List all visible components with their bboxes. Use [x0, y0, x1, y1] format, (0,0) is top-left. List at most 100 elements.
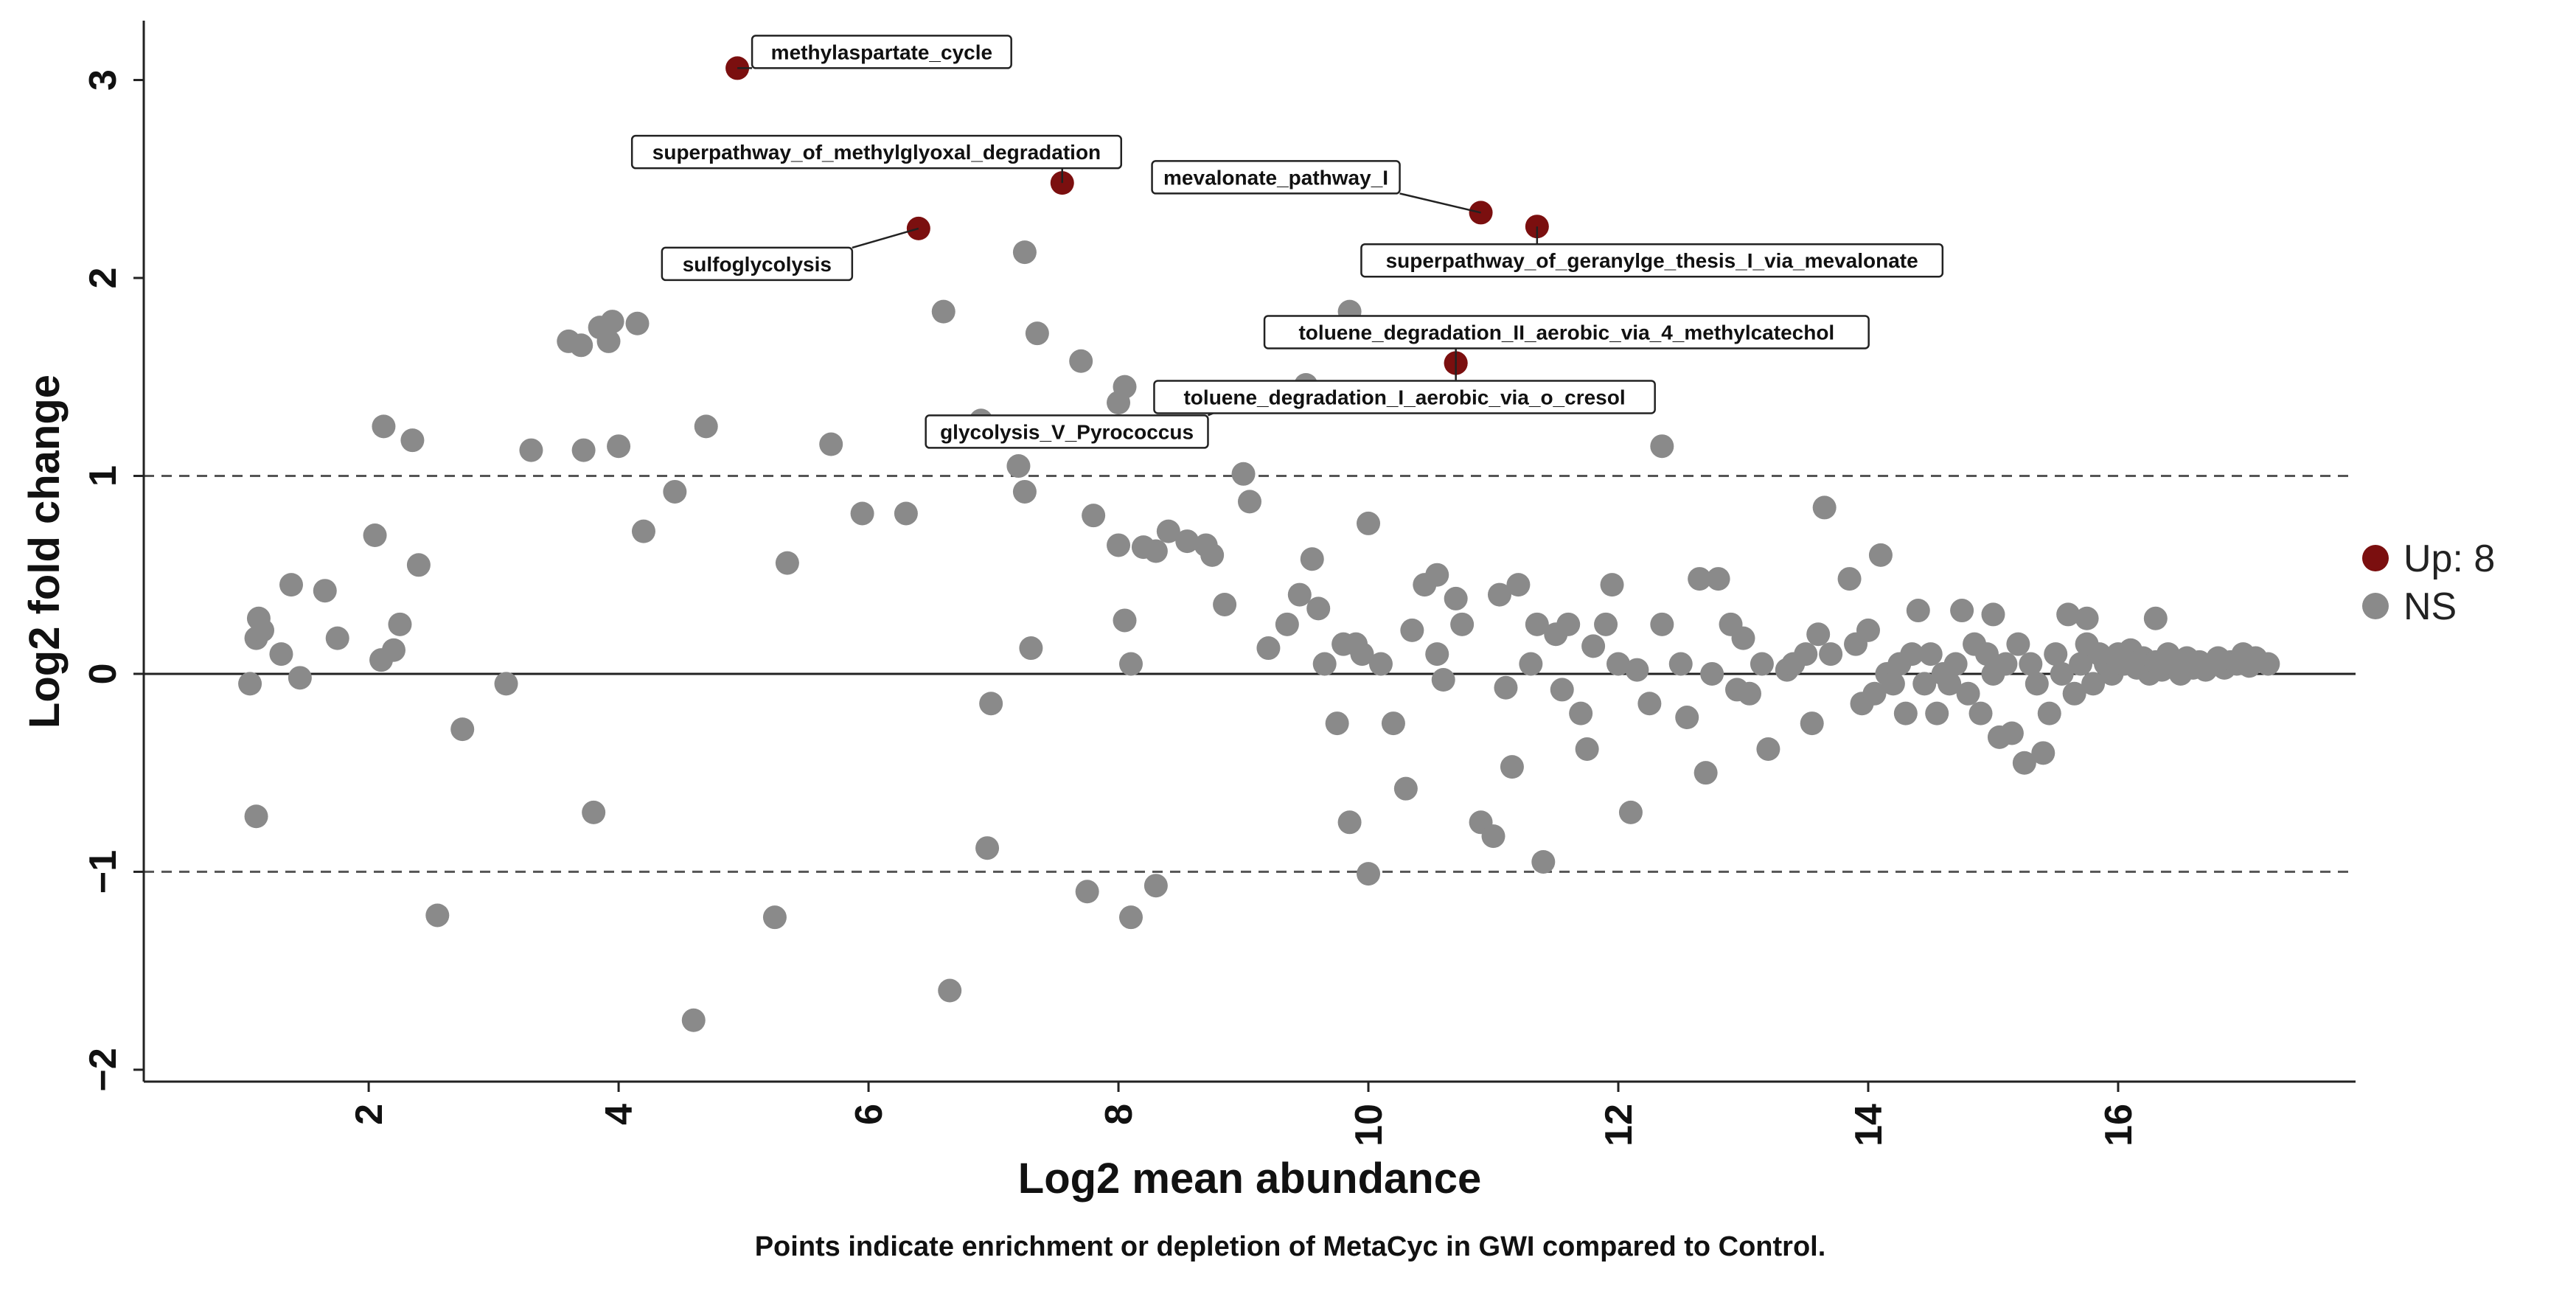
x-tick-label: 2 — [348, 1104, 391, 1125]
ns-point — [1357, 862, 1381, 886]
ns-point — [1737, 681, 1761, 706]
ns-point — [269, 642, 293, 667]
ns-point — [1143, 539, 1168, 563]
point-label-box — [1153, 380, 1656, 414]
ns-point — [400, 428, 425, 453]
ns-point — [850, 501, 874, 526]
ns-point — [1706, 567, 1730, 591]
ns-point — [663, 479, 687, 504]
x-tick-label: 12 — [1598, 1104, 1640, 1146]
ns-point — [1350, 642, 1374, 667]
ns-point — [2012, 751, 2036, 775]
legend-ns-marker — [2362, 593, 2389, 619]
ns-point — [2006, 632, 2030, 656]
ns-point — [1906, 599, 1930, 623]
ns-point — [1275, 612, 1299, 636]
x-tick-label: 4 — [598, 1104, 641, 1125]
ns-point — [1938, 672, 1962, 696]
ns-point — [1956, 681, 1980, 706]
ns-point — [1487, 582, 1511, 607]
x-tick-label: 8 — [1098, 1104, 1141, 1125]
ns-point — [938, 978, 962, 1003]
y-tick-label: −2 — [82, 1048, 125, 1091]
ns-point — [1082, 504, 1106, 528]
point-label-text: toluene_degradation_I_aerobic_via_o_cres… — [1183, 386, 1625, 408]
ns-point — [1200, 543, 1225, 567]
ns-point — [450, 717, 475, 742]
ns-point — [406, 553, 431, 577]
ns-point — [1381, 711, 1405, 736]
ns-point — [1287, 582, 1312, 607]
label-connectors — [737, 67, 1539, 417]
ns-point — [1856, 618, 1880, 642]
ns-point — [1994, 652, 2018, 676]
ns-point — [600, 310, 624, 334]
point-label: sulfoglycolysis — [661, 246, 854, 282]
ns-point — [2044, 642, 2068, 667]
ns-point — [1650, 612, 1674, 636]
ns-point — [1819, 642, 1843, 667]
ns-point — [2037, 701, 2061, 725]
ns-point — [1325, 711, 1349, 736]
ns-point — [2019, 652, 2043, 676]
ns-point — [1550, 678, 1574, 702]
ns-point — [582, 800, 606, 824]
x-axis-ticks: 2 4 6 8 10 12 14 16 — [348, 1082, 2140, 1146]
ns-point — [1950, 599, 1974, 623]
ns-point — [569, 333, 593, 358]
point-label-box — [661, 246, 854, 282]
point-label: toluene_degradation_I_aerobic_via_o_cres… — [1153, 380, 1656, 414]
ns-point — [1862, 681, 1887, 706]
ns-point — [1688, 567, 1712, 591]
ns-point — [1481, 824, 1505, 849]
point-label-text: sulfoglycolysis — [683, 253, 832, 276]
point-label-box — [1360, 243, 1944, 278]
ns-point — [1113, 608, 1137, 633]
ns-point — [519, 438, 543, 462]
ns-point — [2062, 681, 2086, 706]
ns-point — [1581, 634, 1606, 658]
ns-point — [1893, 701, 1918, 725]
x-tick-label: 14 — [1848, 1104, 1890, 1146]
point-label-box — [630, 134, 1123, 170]
ns-point — [1444, 586, 1468, 610]
ns-point — [251, 618, 275, 642]
ns-point — [1975, 642, 1999, 667]
y-tick-label: 1 — [82, 465, 125, 487]
ns-point — [1006, 454, 1031, 479]
point-label-box — [751, 35, 1012, 69]
ns-point — [2081, 672, 2106, 696]
ns-point — [1500, 755, 1524, 779]
axes — [142, 21, 2356, 1083]
ns-point — [1075, 880, 1099, 904]
ns-point — [1337, 810, 1362, 835]
x-tick-label: 16 — [2098, 1104, 2140, 1146]
ns-point — [1750, 652, 1774, 676]
ns-point — [1594, 612, 1618, 636]
ns-point — [596, 329, 621, 353]
ns-point — [2075, 606, 2099, 630]
ns-point — [1637, 692, 1662, 716]
ns-point — [775, 551, 799, 575]
ns-point — [1425, 642, 1449, 667]
point-label-text: superpathway_of_methylglyoxal_degradatio… — [652, 141, 1101, 164]
ns-point — [625, 311, 650, 335]
y-tick-label: −1 — [82, 850, 125, 894]
y-tick-label: 3 — [82, 69, 125, 91]
ns-point — [1213, 592, 1237, 616]
point-label: methylaspartate_cycle — [751, 35, 1012, 69]
legend-up-label: Up: 8 — [2403, 537, 2495, 580]
ns-point — [762, 905, 787, 930]
point-label: superpathway_of_geranylge_thesis_I_via_m… — [1360, 243, 1944, 278]
point-label-box — [1151, 160, 1401, 195]
ns-point — [1900, 642, 1924, 667]
label-connector — [852, 227, 919, 249]
ns-point — [1531, 849, 1556, 874]
ns-point — [1300, 547, 1324, 571]
ns-point — [607, 434, 631, 459]
ns-point — [1312, 652, 1337, 676]
ns-point — [2143, 606, 2168, 630]
ns-point — [494, 672, 518, 696]
ns-point — [1012, 240, 1037, 265]
ns-point — [1606, 652, 1630, 676]
